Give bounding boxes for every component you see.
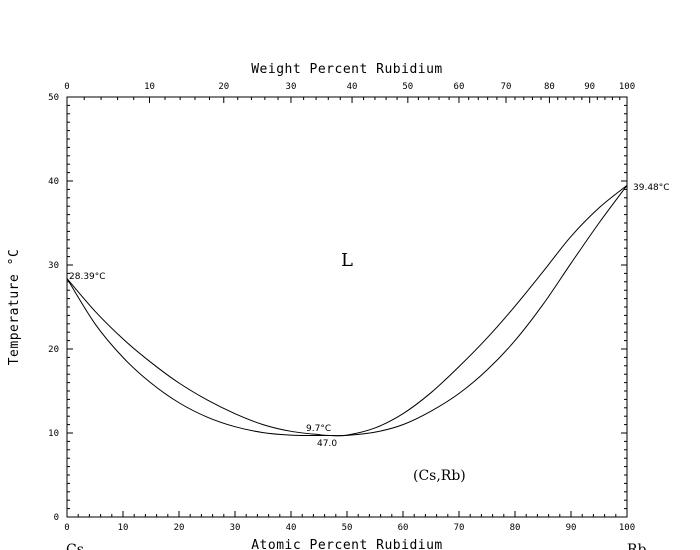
minimum-temperature-label: 9.7°C [306, 424, 331, 434]
y-tick-label: 20 [48, 345, 59, 355]
y-tick-label: 10 [48, 429, 59, 439]
x-tick-label: 90 [566, 523, 577, 533]
y-tick-label: 30 [48, 261, 59, 271]
right-melting-point-label: 39.48°C [633, 183, 670, 193]
left-element-label: Cs [66, 542, 84, 550]
solid-solution-label: (Cs,Rb) [413, 468, 466, 484]
x-tick-label: 20 [174, 523, 185, 533]
x-axis-title: Atomic Percent Rubidium [251, 538, 443, 550]
y-axis-title: Temperature °C [7, 249, 22, 366]
x-tick-label: 0 [64, 523, 69, 533]
left-melting-point-label: 28.39°C [69, 272, 106, 282]
minimum-composition-label: 47.0 [317, 439, 337, 449]
x2-tick-label: 80 [544, 82, 555, 92]
x-tick-label: 40 [286, 523, 297, 533]
x-tick-label: 100 [619, 523, 635, 533]
plot-frame [66, 96, 628, 518]
x2-tick-label: 100 [619, 82, 635, 92]
x2-tick-label: 10 [144, 82, 155, 92]
x2-tick-label: 30 [286, 82, 297, 92]
x-tick-label: 80 [510, 523, 521, 533]
x2-tick-label: 0 [64, 82, 69, 92]
solidus-curve [66, 185, 628, 437]
y-tick-label: 0 [54, 513, 59, 523]
x2-tick-label: 90 [584, 82, 595, 92]
x2-tick-label: 70 [501, 82, 512, 92]
liquid-phase-label: L [341, 250, 353, 271]
x-tick-label: 30 [230, 523, 241, 533]
x-tick-label: 10 [118, 523, 129, 533]
x2-tick-label: 60 [454, 82, 465, 92]
phase-boundaries [66, 184, 628, 437]
x2-tick-label: 20 [218, 82, 229, 92]
x2-tick-label: 50 [402, 82, 413, 92]
x-tick-label: 70 [454, 523, 465, 533]
x2-axis-title: Weight Percent Rubidium [251, 62, 443, 77]
x-tick-label: 60 [398, 523, 409, 533]
y-tick-label: 50 [48, 93, 59, 103]
right-element-label: Rb [627, 542, 647, 550]
x2-tick-label: 40 [347, 82, 358, 92]
x-tick-label: 50 [342, 523, 353, 533]
y-tick-label: 40 [48, 177, 59, 187]
liquidus-curve [66, 184, 628, 437]
